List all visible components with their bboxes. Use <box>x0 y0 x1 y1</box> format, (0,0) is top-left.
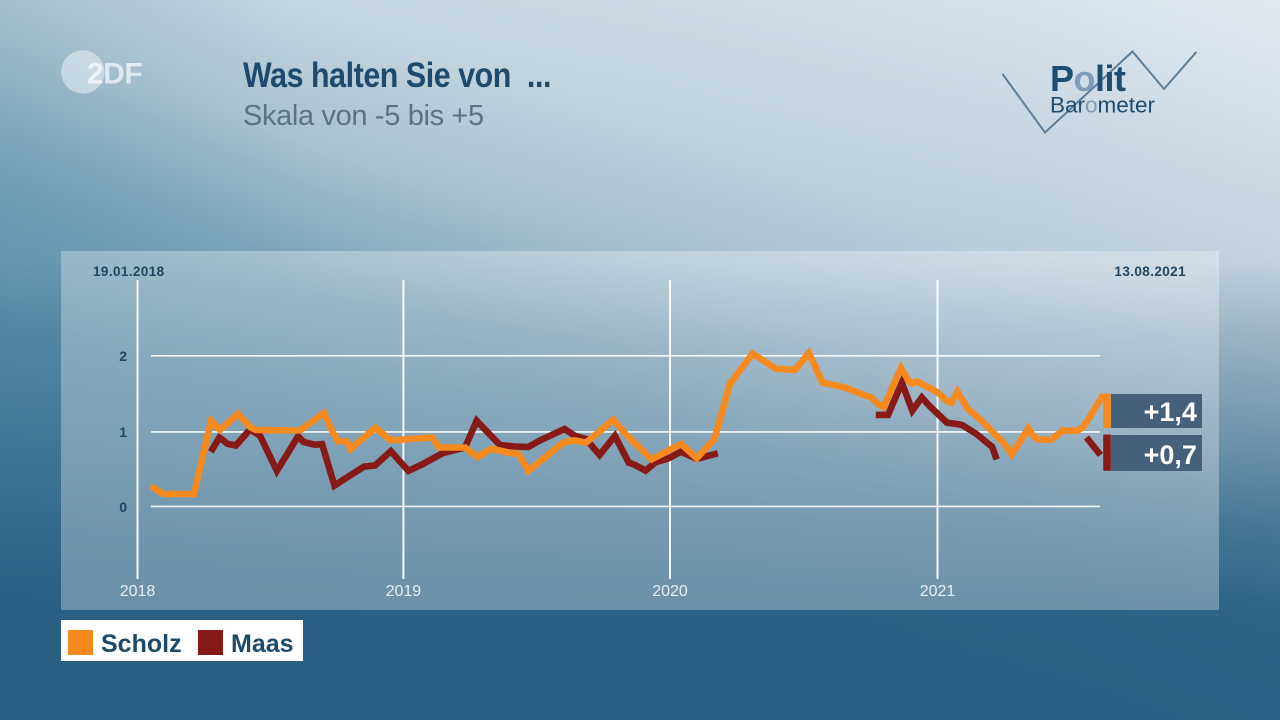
svg-text:2DF: 2DF <box>87 58 142 91</box>
svg-text:Barometer: Barometer <box>1050 92 1156 117</box>
svg-text:Polit: Polit <box>1050 58 1126 99</box>
